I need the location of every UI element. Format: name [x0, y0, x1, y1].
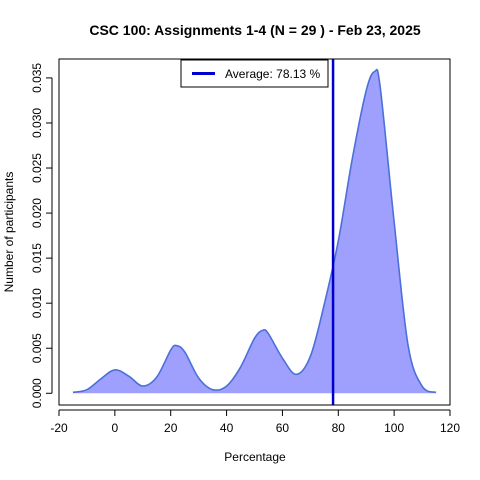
- x-tick-label: -20: [50, 421, 68, 435]
- legend: Average: 78.13 %: [180, 59, 329, 88]
- chart-title: CSC 100: Assignments 1-4 (N = 29 ) - Feb…: [89, 22, 421, 38]
- x-tick-label: 100: [384, 421, 404, 435]
- x-tick-label: 0: [112, 421, 119, 435]
- y-tick-label: 0.010: [30, 288, 44, 318]
- y-tick-label: 0.020: [30, 198, 44, 228]
- x-tick-label: 60: [276, 421, 290, 435]
- plot-area: -20 0 20 40 60 80 100 120 0.000 0.005 0.010 0.015 0.…: [30, 58, 460, 435]
- plot-border: [58, 58, 451, 406]
- y-axis-label: Number of participants: [2, 172, 16, 293]
- y-tick-label: 0.025: [30, 153, 44, 183]
- y-tick-label: 0.030: [30, 108, 44, 138]
- x-tick-label: 40: [220, 421, 234, 435]
- density-area: [72, 69, 437, 394]
- x-tick-label: 20: [164, 421, 178, 435]
- x-tick-label: 120: [440, 421, 460, 435]
- density-line: [72, 68, 437, 394]
- x-axis-label: Percentage: [224, 450, 286, 464]
- x-tick-label: 80: [332, 421, 346, 435]
- legend-average-label: Average: 78.13 %: [225, 67, 321, 81]
- y-tick-label: 0.000: [30, 378, 44, 408]
- y-tick-label: 0.005: [30, 333, 44, 363]
- y-tick-label: 0.035: [30, 63, 44, 93]
- y-tick-label: 0.015: [30, 243, 44, 273]
